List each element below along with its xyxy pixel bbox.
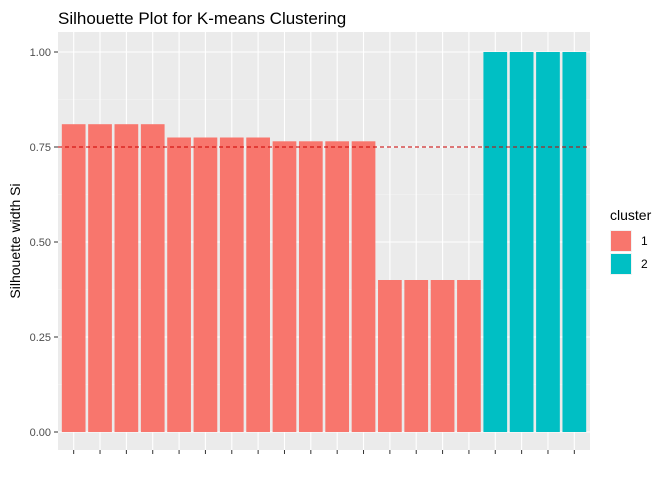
bar-cluster-1 bbox=[430, 280, 455, 432]
bar-cluster-1 bbox=[298, 141, 323, 433]
bar-cluster-1 bbox=[378, 280, 402, 432]
bar-cluster-1 bbox=[351, 141, 376, 433]
y-axis-ticks: 0.00 0.25 0.50 0.75 1.00 bbox=[30, 47, 58, 439]
legend-key-cluster-1 bbox=[611, 231, 631, 251]
legend-label: 1 bbox=[641, 234, 648, 248]
bar-cluster-1 bbox=[404, 280, 429, 432]
bar-cluster-1 bbox=[88, 124, 112, 432]
legend-label: 2 bbox=[641, 257, 648, 271]
y-axis-title: Silhouette width Si bbox=[7, 183, 23, 298]
bar-cluster-1 bbox=[272, 141, 297, 433]
bar-cluster-1 bbox=[61, 124, 86, 432]
bar-cluster-1 bbox=[167, 137, 191, 432]
bar-cluster-2 bbox=[536, 52, 560, 432]
bar-cluster-1 bbox=[246, 137, 270, 432]
bar-cluster-1 bbox=[140, 124, 165, 432]
bar-cluster-2 bbox=[562, 52, 587, 432]
bar-cluster-1 bbox=[114, 124, 139, 432]
y-tick-label: 0.25 bbox=[30, 332, 51, 344]
y-tick-label: 0.75 bbox=[30, 142, 51, 154]
legend: cluster 12 bbox=[610, 207, 652, 275]
legend-key-cluster-2 bbox=[611, 254, 631, 274]
bar-cluster-2 bbox=[483, 52, 508, 432]
chart-title: Silhouette Plot for K-means Clustering bbox=[58, 9, 346, 28]
bar-cluster-1 bbox=[219, 137, 244, 432]
bar-cluster-1 bbox=[193, 137, 218, 432]
x-axis-ticks bbox=[73, 450, 575, 454]
legend-entries: 12 bbox=[610, 230, 648, 275]
bar-cluster-1 bbox=[457, 280, 481, 432]
y-tick-label: 1.00 bbox=[30, 47, 51, 59]
bar-cluster-1 bbox=[325, 141, 350, 433]
bar-cluster-2 bbox=[509, 52, 534, 432]
y-tick-label: 0.00 bbox=[30, 427, 51, 439]
y-tick-label: 0.50 bbox=[30, 237, 51, 249]
legend-title: cluster bbox=[610, 207, 652, 223]
